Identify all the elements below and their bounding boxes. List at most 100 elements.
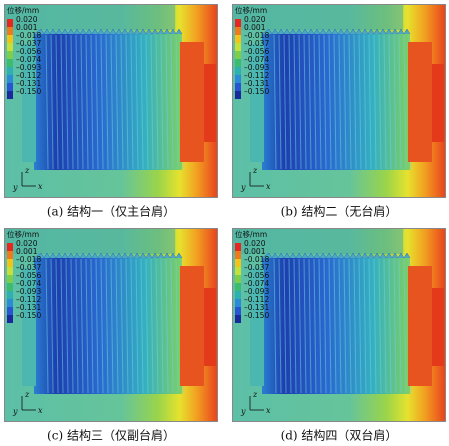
thread-line [398, 258, 402, 394]
thread-line [318, 34, 322, 170]
legend-swatch [7, 283, 13, 291]
legend-swatch [7, 27, 13, 35]
thread-line [348, 34, 352, 170]
legend-swatch [235, 19, 241, 27]
legend-swatch [7, 299, 13, 307]
legend-label: –0.150 [244, 311, 269, 320]
legend-label: –0.150 [16, 87, 41, 96]
thread-teeth [33, 252, 183, 259]
thread-teeth [261, 28, 411, 35]
thread-line [303, 258, 307, 394]
thread-line [50, 34, 54, 170]
flange [408, 42, 432, 162]
legend-swatch [235, 243, 241, 251]
thread-line [303, 34, 307, 170]
thread-line [75, 258, 79, 394]
thread-line [80, 258, 84, 394]
thread-line [308, 258, 312, 394]
legend-label: –0.037 [16, 263, 41, 272]
thread-line [100, 258, 104, 394]
thread-line [343, 34, 347, 170]
thread-line [155, 34, 159, 170]
legend-swatch [235, 267, 241, 275]
thread-line [323, 258, 327, 394]
panel: 位移/mm0.0200.001–0.018–0.037–0.056–0.074–… [4, 228, 218, 422]
thread-line [298, 34, 302, 170]
thread-line [170, 34, 174, 170]
panel-caption: (b) 结构二（无台肩） [281, 204, 398, 219]
legend-label: –0.112 [244, 71, 269, 80]
legend-title: 位移/mm [235, 229, 267, 239]
thread-line [135, 34, 139, 170]
legend-swatch [7, 251, 13, 259]
flange [180, 42, 204, 162]
legend-swatch [235, 43, 241, 51]
thread-line [393, 258, 397, 394]
thread-line [145, 258, 149, 394]
flange [180, 266, 204, 386]
legend-swatch [235, 75, 241, 83]
axis-label-y: y [240, 183, 246, 192]
legend-label: 0.020 [244, 239, 266, 248]
legend-swatch [7, 19, 13, 27]
thread-line [60, 34, 64, 170]
thread-line [150, 34, 154, 170]
legend-label: –0.131 [16, 79, 41, 88]
legend-swatch [7, 307, 13, 315]
legend-label: 0.001 [244, 23, 266, 32]
legend-label: –0.093 [16, 287, 41, 296]
thread-line [328, 258, 332, 394]
legend-swatch [7, 267, 13, 275]
thread-line [383, 258, 387, 394]
thread-line [288, 258, 292, 394]
thread-line [388, 34, 392, 170]
thread-line [100, 34, 104, 170]
legend-label: 0.001 [16, 23, 38, 32]
axis-label-x: x [266, 406, 271, 415]
thread-line [85, 34, 89, 170]
legend-swatch [235, 299, 241, 307]
legend-label: 0.001 [244, 247, 266, 256]
thread-line [383, 34, 387, 170]
panel: 位移/mm0.0200.001–0.018–0.037–0.056–0.074–… [232, 228, 446, 422]
thread-line [175, 34, 179, 170]
thread-line [145, 34, 149, 170]
legend-swatch [235, 283, 241, 291]
thread-line [373, 34, 377, 170]
thread-line [140, 258, 144, 394]
thread-line [378, 258, 382, 394]
thread-line [165, 258, 169, 394]
body-left-end [22, 44, 36, 162]
thread-line [278, 258, 282, 394]
thread-line [393, 34, 397, 170]
thread-line [75, 34, 79, 170]
legend-label: –0.150 [16, 311, 41, 320]
thread-line [140, 34, 144, 170]
panel-border [4, 228, 218, 422]
thread-line [338, 34, 342, 170]
thread-line [348, 258, 352, 394]
legend-label: –0.056 [244, 271, 269, 280]
legend-label: 0.020 [244, 15, 266, 24]
axis-label-y: y [240, 407, 246, 416]
legend-swatch [7, 67, 13, 75]
legend-swatch [235, 291, 241, 299]
legend-title: 位移/mm [7, 5, 39, 15]
thread-line [105, 34, 109, 170]
thread-line [150, 258, 154, 394]
legend-label: –0.112 [244, 295, 269, 304]
flange-tip [432, 288, 444, 366]
legend-swatch [235, 27, 241, 35]
thread-line [115, 34, 119, 170]
thread-line [403, 258, 407, 394]
legend-label: –0.018 [244, 255, 269, 264]
legend-swatch [235, 251, 241, 259]
top-field [232, 228, 404, 254]
thread-line [333, 258, 337, 394]
legend-label: –0.056 [244, 47, 269, 56]
thread-line [160, 34, 164, 170]
thread-line [363, 258, 367, 394]
legend-swatch [7, 35, 13, 43]
axis-label-z: z [24, 166, 30, 175]
legend-label: –0.018 [16, 31, 41, 40]
